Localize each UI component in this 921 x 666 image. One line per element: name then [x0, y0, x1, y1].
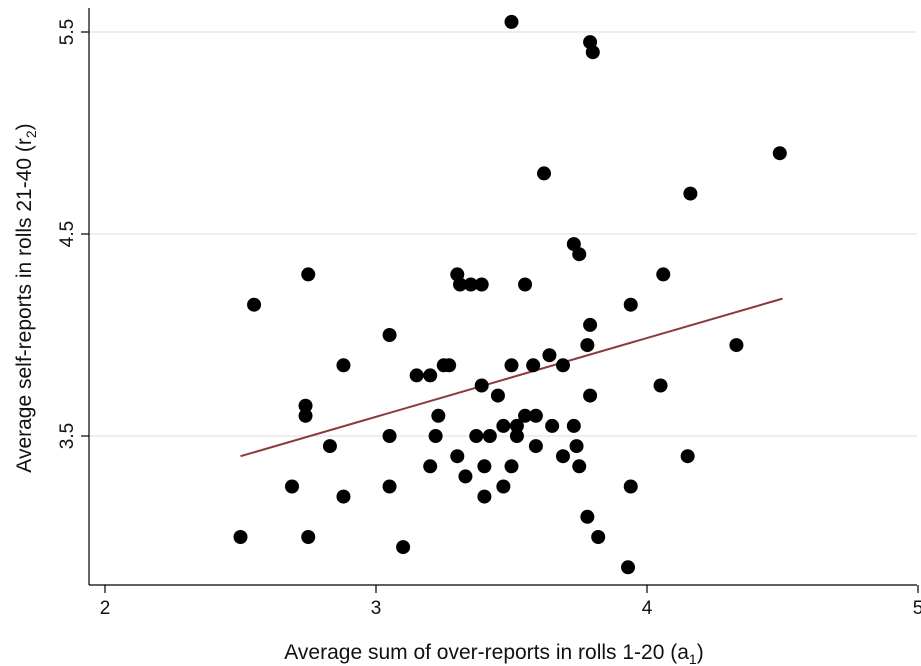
data-point-29 [477, 459, 492, 474]
data-point-45 [537, 166, 552, 181]
data-point-58 [585, 45, 600, 60]
data-point-46 [542, 348, 557, 363]
x-tick-label-0: 2 [100, 598, 111, 619]
x-tick-label-3: 5 [913, 598, 921, 619]
data-point-10 [382, 328, 397, 342]
y-axis-title: Average self-reports in rolls 21-40 (r2) [13, 123, 39, 472]
data-point-49 [555, 449, 570, 464]
data-point-0 [233, 530, 248, 544]
fit-line-group [240, 297, 783, 458]
data-point-8 [336, 358, 351, 373]
data-point-36 [504, 358, 519, 373]
data-point-16 [423, 459, 438, 474]
data-point-42 [526, 358, 541, 373]
data-point-23 [450, 449, 465, 464]
data-point-47 [545, 418, 560, 433]
data-point-2 [284, 479, 299, 494]
data-point-6 [301, 530, 316, 544]
gridlines [89, 31, 917, 437]
data-point-25 [463, 277, 478, 292]
data-point-40 [518, 277, 533, 292]
data-point-24 [458, 469, 473, 484]
data-point-59 [583, 317, 598, 332]
data-point-38 [509, 418, 524, 433]
data-point-54 [572, 459, 587, 474]
data-point-65 [653, 378, 668, 393]
data-point-55 [580, 338, 595, 353]
data-point-61 [591, 530, 606, 544]
data-point-44 [528, 439, 543, 454]
x-axis-title: Average sum of over-reports in rolls 1-2… [284, 641, 703, 666]
data-point-22 [453, 277, 468, 292]
data-point-63 [623, 297, 638, 312]
data-point-5 [301, 267, 316, 282]
data-point-11 [382, 429, 397, 443]
data-point-48 [555, 358, 570, 373]
data-point-53 [572, 247, 587, 262]
data-point-3 [298, 398, 313, 413]
y-tick-label-1: 4.5 [57, 221, 78, 247]
y-tick-label-0: 3.5 [57, 423, 78, 449]
data-point-35 [504, 14, 519, 29]
data-point-39 [509, 429, 524, 443]
data-point-30 [477, 489, 492, 504]
data-point-69 [729, 338, 744, 353]
data-points [233, 14, 787, 575]
data-point-12 [382, 479, 397, 494]
data-point-32 [490, 388, 505, 403]
data-point-31 [482, 429, 497, 443]
data-point-17 [428, 429, 443, 443]
data-point-7 [322, 439, 337, 454]
data-point-41 [518, 408, 533, 423]
data-point-26 [469, 429, 484, 443]
data-point-15 [423, 368, 438, 383]
data-point-13 [396, 540, 411, 555]
data-point-56 [580, 509, 595, 524]
data-point-70 [772, 146, 787, 161]
data-point-67 [680, 449, 695, 464]
data-point-18 [431, 408, 446, 423]
data-point-14 [409, 368, 424, 383]
data-point-43 [528, 408, 543, 423]
data-point-28 [474, 378, 489, 393]
data-point-62 [621, 560, 636, 575]
data-point-27 [474, 277, 489, 292]
data-point-52 [569, 439, 584, 454]
data-point-60 [583, 388, 598, 403]
data-point-66 [656, 267, 671, 282]
x-ticks: 2 3 4 5 [100, 585, 921, 619]
x-tick-label-2: 4 [642, 598, 653, 619]
data-point-33 [496, 418, 511, 433]
data-point-9 [336, 489, 351, 504]
y-ticks: 3.5 4.5 5.5 [57, 19, 89, 449]
axes [88, 8, 917, 586]
data-point-37 [504, 459, 519, 474]
data-point-64 [623, 479, 638, 494]
data-point-51 [566, 418, 581, 433]
y-tick-label-2: 5.5 [57, 19, 78, 45]
data-point-4 [298, 408, 313, 423]
data-point-34 [496, 479, 511, 494]
data-point-1 [247, 297, 262, 312]
x-tick-label-1: 3 [371, 598, 382, 619]
data-point-68 [683, 186, 698, 201]
data-point-20 [442, 358, 457, 373]
fit-line [240, 297, 783, 458]
